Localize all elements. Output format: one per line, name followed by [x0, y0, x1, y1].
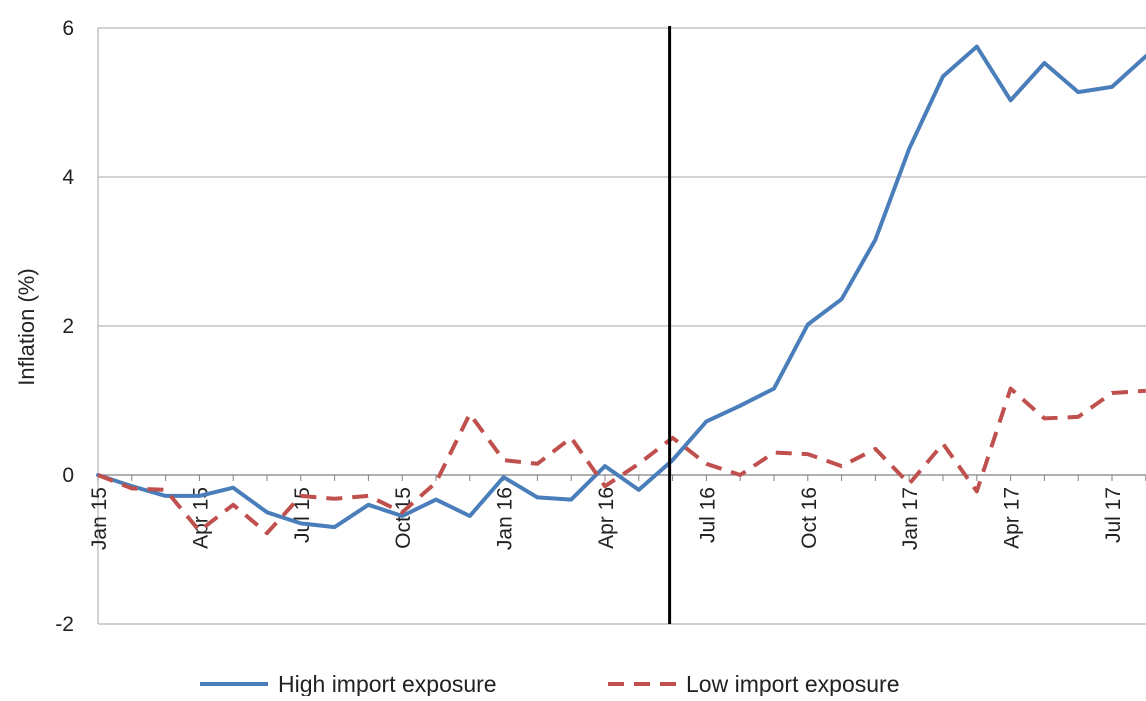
y-tick-label: 4 — [62, 166, 74, 189]
series-lines — [96, 44, 1146, 536]
series-line-high-import-exposure — [96, 44, 1146, 530]
y-tick-label: 2 — [62, 315, 74, 338]
y-tick-label: 0 — [62, 464, 74, 487]
x-tick-label: Jan 16 — [494, 487, 517, 550]
y-tick-label: 6 — [62, 17, 74, 40]
y-axis-label: Inflation (%) — [14, 268, 39, 385]
legend: High import exposure Low import exposure — [200, 671, 900, 697]
x-tick-label: Jan 17 — [899, 487, 922, 550]
axes: -2 0 2 4 6 Jan 15 Apr 15 Jul 15 Oct 15 Jan 16 Apr … — [55, 17, 1146, 636]
series-line-low-import-exposure — [97, 386, 1146, 536]
x-tick-label: Jul 16 — [696, 487, 719, 543]
x-tick-label: Jul 17 — [1102, 487, 1125, 543]
x-tick-label: Apr 16 — [595, 487, 618, 549]
gridlines — [98, 27, 1146, 625]
legend-label: High import exposure — [278, 671, 497, 696]
x-tick-label: Jul 15 — [291, 487, 314, 543]
x-tick-label: Oct 15 — [392, 487, 415, 549]
y-tick-label: -2 — [55, 613, 74, 636]
x-tick-label: Apr 17 — [1001, 487, 1024, 549]
x-tick-label: Apr 15 — [189, 487, 212, 549]
legend-label: Low import exposure — [686, 671, 900, 696]
x-tick-label: Jan 15 — [88, 487, 111, 550]
x-tick-label: Oct 16 — [798, 487, 821, 549]
